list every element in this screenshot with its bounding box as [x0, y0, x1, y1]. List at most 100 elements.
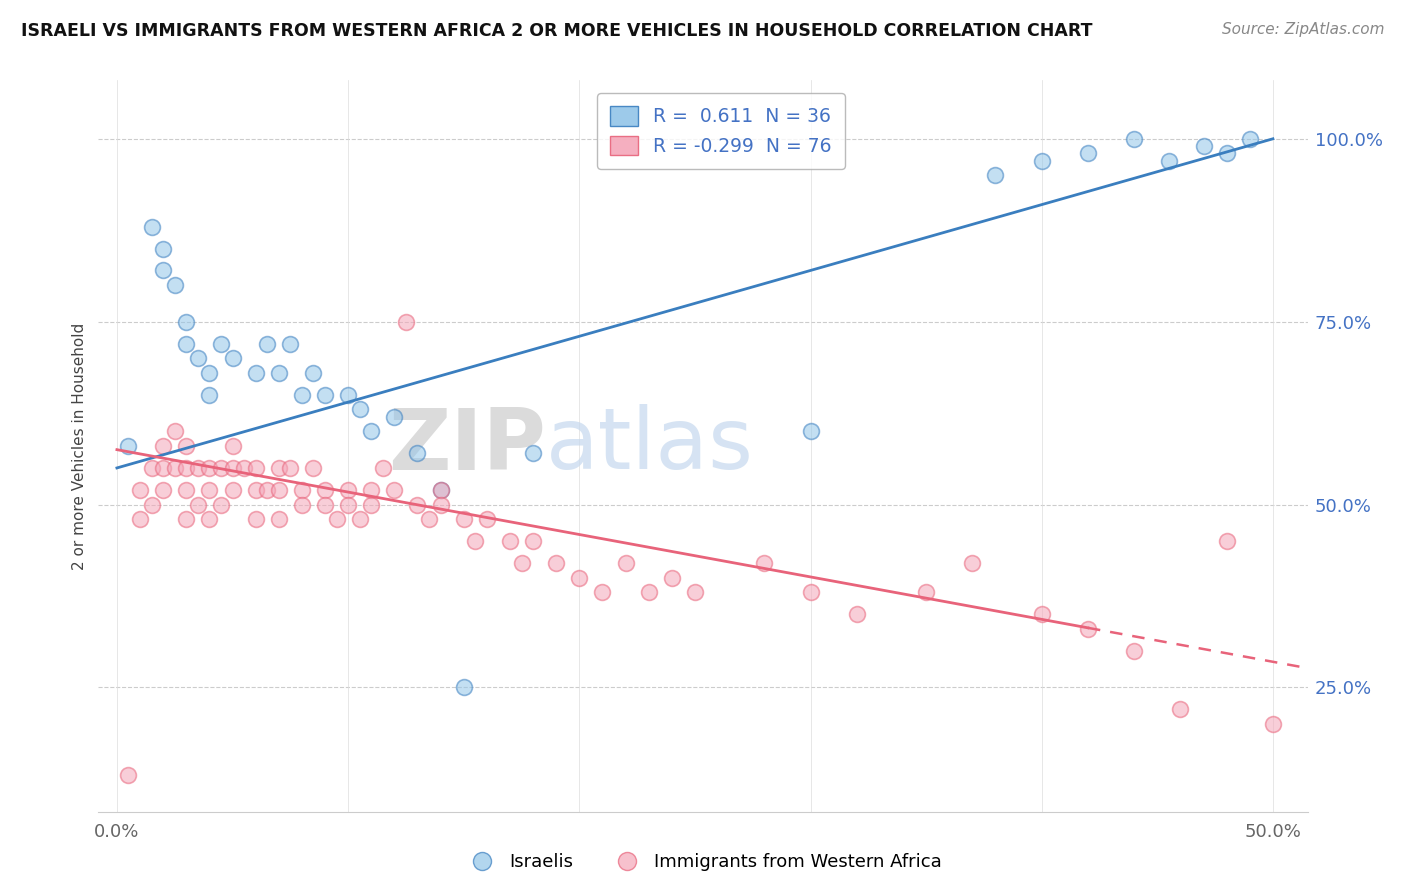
- Point: [174, 512, 197, 526]
- Point: [1077, 146, 1099, 161]
- Point: [406, 446, 429, 460]
- Point: [221, 483, 243, 497]
- Point: [464, 534, 486, 549]
- Point: [152, 242, 174, 256]
- Text: Source: ZipAtlas.com: Source: ZipAtlas.com: [1222, 22, 1385, 37]
- Point: [683, 585, 706, 599]
- Point: [522, 446, 544, 460]
- Point: [198, 366, 221, 380]
- Point: [152, 439, 174, 453]
- Point: [198, 388, 221, 402]
- Point: [302, 366, 325, 380]
- Point: [1239, 132, 1261, 146]
- Point: [163, 461, 186, 475]
- Point: [499, 534, 522, 549]
- Point: [117, 439, 139, 453]
- Point: [453, 681, 475, 695]
- Point: [591, 585, 613, 599]
- Point: [1077, 622, 1099, 636]
- Point: [174, 315, 197, 329]
- Point: [349, 512, 371, 526]
- Point: [267, 366, 290, 380]
- Point: [1215, 146, 1237, 161]
- Point: [406, 498, 429, 512]
- Point: [314, 483, 336, 497]
- Point: [546, 556, 568, 570]
- Point: [141, 461, 163, 475]
- Text: atlas: atlas: [546, 404, 754, 488]
- Point: [291, 483, 314, 497]
- Point: [267, 483, 290, 497]
- Point: [256, 336, 278, 351]
- Point: [637, 585, 659, 599]
- Point: [221, 439, 243, 453]
- Point: [129, 483, 152, 497]
- Text: ZIP: ZIP: [388, 404, 546, 488]
- Point: [256, 483, 278, 497]
- Point: [429, 483, 451, 497]
- Point: [1157, 153, 1180, 168]
- Point: [174, 336, 197, 351]
- Point: [1308, 790, 1330, 805]
- Point: [221, 351, 243, 366]
- Point: [337, 498, 360, 512]
- Point: [198, 512, 221, 526]
- Point: [349, 402, 371, 417]
- Point: [198, 483, 221, 497]
- Point: [1031, 153, 1053, 168]
- Point: [314, 388, 336, 402]
- Point: [1192, 139, 1215, 153]
- Point: [371, 461, 394, 475]
- Point: [337, 388, 360, 402]
- Point: [174, 483, 197, 497]
- Point: [418, 512, 440, 526]
- Point: [915, 585, 938, 599]
- Point: [799, 585, 821, 599]
- Point: [152, 263, 174, 277]
- Point: [245, 461, 267, 475]
- Point: [799, 425, 821, 439]
- Point: [1123, 644, 1146, 658]
- Legend: Israelis, Immigrants from Western Africa: Israelis, Immigrants from Western Africa: [457, 847, 949, 879]
- Point: [198, 461, 221, 475]
- Point: [291, 498, 314, 512]
- Point: [337, 483, 360, 497]
- Point: [245, 483, 267, 497]
- Point: [754, 556, 776, 570]
- Point: [325, 512, 347, 526]
- Point: [291, 388, 314, 402]
- Point: [267, 461, 290, 475]
- Point: [568, 571, 591, 585]
- Point: [1123, 132, 1146, 146]
- Point: [233, 461, 256, 475]
- Point: [117, 768, 139, 782]
- Point: [382, 409, 405, 424]
- Point: [152, 483, 174, 497]
- Y-axis label: 2 or more Vehicles in Household: 2 or more Vehicles in Household: [72, 322, 87, 570]
- Text: ISRAELI VS IMMIGRANTS FROM WESTERN AFRICA 2 OR MORE VEHICLES IN HOUSEHOLD CORREL: ISRAELI VS IMMIGRANTS FROM WESTERN AFRIC…: [21, 22, 1092, 40]
- Point: [267, 512, 290, 526]
- Point: [475, 512, 498, 526]
- Point: [453, 512, 475, 526]
- Point: [245, 366, 267, 380]
- Point: [152, 461, 174, 475]
- Point: [209, 461, 232, 475]
- Point: [360, 483, 382, 497]
- Point: [221, 461, 243, 475]
- Point: [302, 461, 325, 475]
- Point: [984, 169, 1007, 183]
- Point: [661, 571, 683, 585]
- Point: [1031, 607, 1053, 622]
- Point: [163, 278, 186, 293]
- Point: [245, 512, 267, 526]
- Point: [429, 483, 451, 497]
- Point: [614, 556, 637, 570]
- Point: [209, 498, 232, 512]
- Legend: R =  0.611  N = 36, R = -0.299  N = 76: R = 0.611 N = 36, R = -0.299 N = 76: [598, 94, 845, 169]
- Point: [1170, 702, 1192, 716]
- Point: [187, 498, 209, 512]
- Point: [845, 607, 868, 622]
- Point: [141, 219, 163, 234]
- Point: [174, 461, 197, 475]
- Point: [278, 336, 301, 351]
